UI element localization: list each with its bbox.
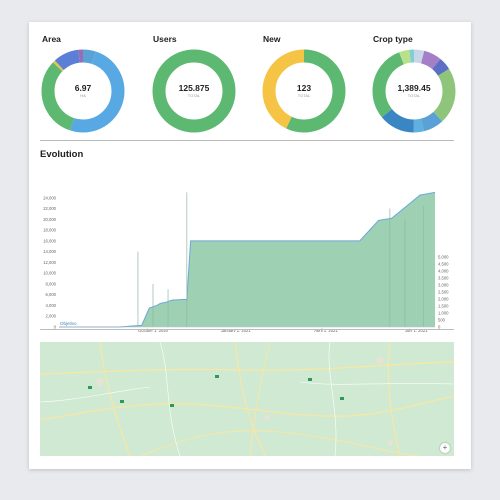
x-tick-label: October 1, 2020 bbox=[138, 328, 169, 332]
y-right-tick-label: 4,000 bbox=[438, 269, 449, 274]
kpi-users[interactable]: Users 125.875 total bbox=[151, 34, 251, 134]
donut-segment[interactable] bbox=[41, 49, 125, 133]
donut-center: 1,389.45 total bbox=[371, 48, 457, 134]
y-tick-label: 8,000 bbox=[46, 281, 57, 286]
map-zoom-button[interactable]: + bbox=[440, 443, 450, 453]
kpi-unit: total bbox=[407, 93, 421, 98]
donut-segment[interactable] bbox=[372, 49, 456, 133]
area-line bbox=[59, 191, 436, 328]
y-right-tick-label: 0 bbox=[438, 325, 441, 330]
y-tick-label: 4,000 bbox=[46, 303, 57, 308]
donut-center: 6.97 ha bbox=[40, 48, 126, 134]
y-tick-label: 0 bbox=[54, 325, 57, 330]
map-roads bbox=[40, 342, 454, 456]
crop-type-donut-chart[interactable] bbox=[371, 48, 457, 134]
y-tick-label: 16,000 bbox=[43, 238, 56, 243]
donut-segment[interactable] bbox=[262, 49, 346, 133]
users-donut-chart[interactable] bbox=[151, 48, 237, 134]
new-donut-chart[interactable] bbox=[261, 48, 347, 134]
kpi-title: New bbox=[263, 34, 281, 44]
legend-label: Objetivo bbox=[60, 321, 77, 326]
donut-center: 123 total bbox=[261, 48, 347, 134]
y-tick-label: 14,000 bbox=[43, 249, 56, 254]
map-view[interactable]: + bbox=[40, 342, 454, 456]
donut-segment[interactable] bbox=[152, 49, 236, 133]
y-right-tick-label: 500 bbox=[438, 318, 446, 323]
y-right-tick-label: 1,000 bbox=[438, 311, 449, 316]
donut-center: 125.875 total bbox=[151, 48, 237, 134]
kpi-new[interactable]: New 123 total bbox=[261, 34, 361, 134]
x-tick-label: April 1, 2021 bbox=[314, 328, 338, 332]
kpi-area[interactable]: Area 6.97 ha bbox=[40, 34, 140, 134]
x-tick-label: July 1, 2021 bbox=[405, 328, 428, 332]
y-right-tick-label: 1,500 bbox=[438, 304, 449, 309]
y-tick-label: 2,000 bbox=[46, 314, 57, 319]
kpi-value: 1,389.45 bbox=[397, 83, 431, 93]
y-tick-label: 10,000 bbox=[43, 271, 56, 276]
kpi-title: Users bbox=[153, 34, 177, 44]
kpi-value: 125.875 bbox=[178, 83, 210, 93]
y-tick-label: 24,000 bbox=[43, 195, 56, 200]
y-tick-label: 20,000 bbox=[43, 217, 56, 222]
donut-segment[interactable] bbox=[372, 49, 456, 133]
donut-segment[interactable] bbox=[41, 49, 125, 133]
y-tick-label: 22,000 bbox=[43, 206, 56, 211]
section-divider bbox=[40, 140, 454, 141]
kpi-value: 6.97 bbox=[74, 83, 92, 93]
kpi-crop-type[interactable]: Crop type 1,389.45 total bbox=[371, 34, 471, 134]
y-tick-label: 18,000 bbox=[43, 228, 56, 233]
kpi-unit: total bbox=[297, 93, 311, 98]
y-tick-label: 6,000 bbox=[46, 292, 57, 297]
area-donut-chart[interactable] bbox=[40, 48, 126, 134]
section-divider bbox=[40, 329, 454, 330]
y-right-tick-label: 3,500 bbox=[438, 276, 449, 281]
y-right-tick-label: 3,000 bbox=[438, 283, 449, 288]
y-right-tick-label: 2,000 bbox=[438, 297, 449, 302]
kpi-unit: ha bbox=[80, 93, 86, 98]
kpi-unit: total bbox=[187, 93, 201, 98]
kpi-value: 123 bbox=[296, 83, 312, 93]
y-right-tick-label: 5,000 bbox=[438, 255, 449, 260]
y-tick-label: 12,000 bbox=[43, 260, 56, 265]
evolution-title: Evolution bbox=[40, 149, 84, 160]
area-fill bbox=[59, 192, 435, 327]
kpi-title: Area bbox=[42, 34, 61, 44]
donut-segment[interactable] bbox=[372, 49, 456, 133]
x-tick-label: January 1, 2021 bbox=[221, 328, 252, 332]
dashboard-card: Area 6.97 ha Users 125.875 total New 123… bbox=[29, 22, 471, 469]
evolution-chart[interactable]: 0 2,000 4,000 6,000 8,000 10,000 12,000 14,000 1… bbox=[29, 157, 471, 332]
donut-segment[interactable] bbox=[41, 49, 125, 133]
y-right-tick-label: 4,500 bbox=[438, 262, 449, 267]
donut-segment[interactable] bbox=[372, 49, 456, 133]
y-right-tick-label: 2,500 bbox=[438, 290, 449, 295]
kpi-title: Crop type bbox=[373, 34, 413, 44]
